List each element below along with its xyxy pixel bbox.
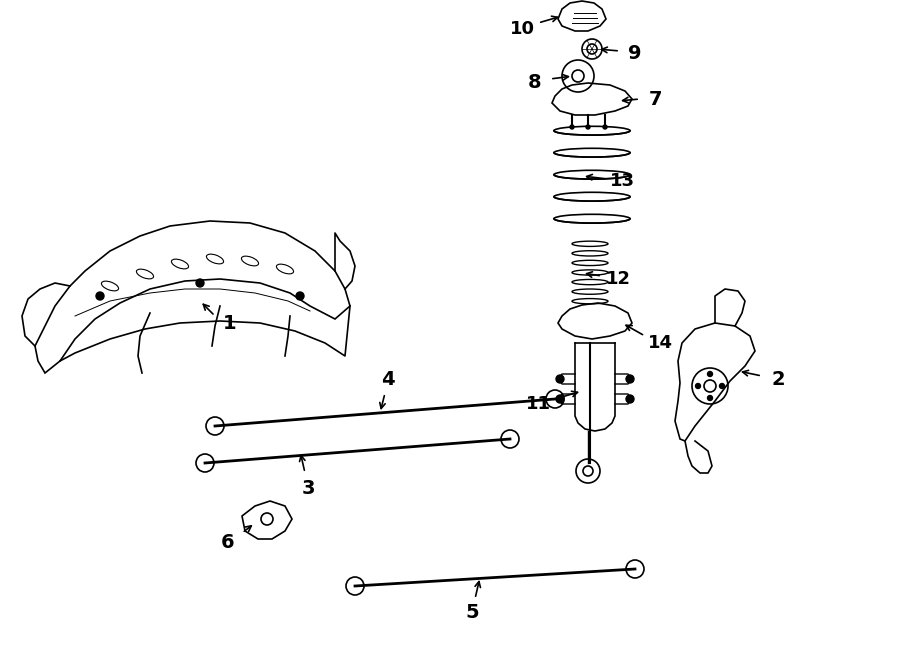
Circle shape [707,395,713,401]
Text: 10: 10 [509,20,535,38]
Text: 8: 8 [528,73,542,91]
Text: 9: 9 [628,44,642,63]
Circle shape [296,292,304,300]
Text: 5: 5 [465,603,479,623]
Circle shape [586,125,590,129]
Circle shape [570,125,574,129]
Text: 7: 7 [648,89,662,108]
Circle shape [603,125,607,129]
Text: 3: 3 [302,479,315,498]
Circle shape [626,375,634,383]
Text: 6: 6 [221,533,235,553]
Text: 13: 13 [609,172,634,190]
Circle shape [707,371,713,377]
Circle shape [696,383,700,389]
Text: 12: 12 [606,270,631,288]
Text: 11: 11 [526,395,551,413]
Circle shape [556,395,564,403]
Text: 4: 4 [382,369,395,389]
Circle shape [626,395,634,403]
Text: 1: 1 [223,313,237,332]
Circle shape [196,279,204,287]
Text: 2: 2 [771,369,785,389]
Circle shape [719,383,724,389]
Circle shape [96,292,104,300]
Circle shape [556,375,564,383]
Text: 14: 14 [647,334,672,352]
